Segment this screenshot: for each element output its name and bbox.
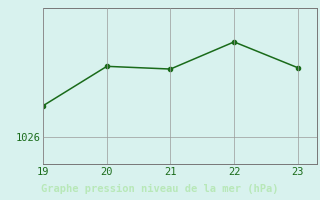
Text: Graphe pression niveau de la mer (hPa): Graphe pression niveau de la mer (hPa) (41, 184, 279, 194)
